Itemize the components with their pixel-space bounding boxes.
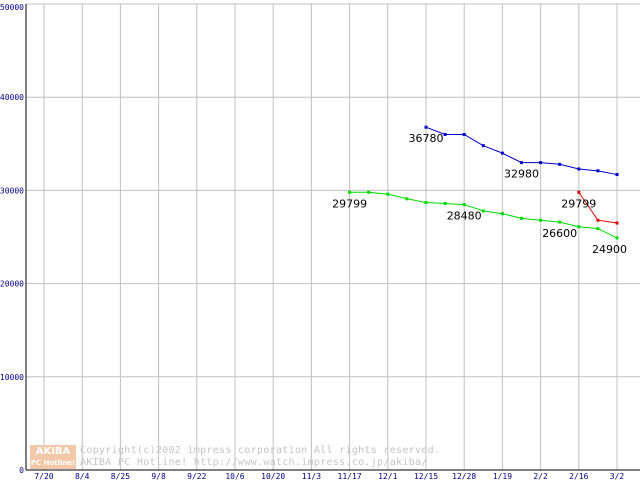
y-tick-label: 10000	[0, 373, 24, 382]
data-point	[500, 212, 504, 216]
x-tick-label: 3/2	[610, 472, 625, 480]
data-point	[386, 192, 390, 196]
data-point	[348, 190, 352, 194]
x-tick-label: 9/8	[151, 472, 166, 480]
x-tick-label: 7/20	[34, 472, 53, 480]
data-point	[577, 225, 581, 229]
data-point	[615, 236, 619, 240]
chart-grid	[25, 3, 640, 471]
watermark-logo-top: AKIBA	[30, 445, 76, 458]
x-tick-label: 10/20	[261, 472, 285, 480]
x-tick-label: 8/4	[75, 472, 90, 480]
copyright-watermark: AKIBA PC Hotline! Copyright(c)2002 impre…	[30, 445, 550, 471]
x-tick-label: 12/15	[414, 472, 438, 480]
x-tick-label: 9/22	[187, 472, 206, 480]
x-tick-label: 11/3	[302, 472, 321, 480]
data-point	[481, 209, 485, 213]
watermark-url-text: AKIBA PC Hotline! http://www.watch.impre…	[80, 457, 428, 468]
data-point	[615, 173, 619, 177]
data-point	[596, 218, 600, 222]
x-axis-ticks: 7/20 8/4 8/25 9/8 9/22 10/6 10/20 11/3 11/17 12/1…	[34, 472, 624, 480]
data-point	[367, 190, 371, 194]
y-tick-label: 50000	[0, 3, 24, 12]
data-point	[539, 161, 543, 165]
data-point	[424, 125, 428, 129]
data-point	[481, 144, 485, 148]
y-tick-label: 40000	[0, 93, 24, 102]
data-label: 26600	[542, 227, 577, 240]
data-point	[615, 221, 619, 225]
data-point	[520, 216, 523, 220]
data-label: 29799	[332, 197, 367, 210]
x-tick-label: 2/16	[569, 472, 588, 480]
x-tick-label: 12/1	[378, 472, 397, 480]
data-label: 29799	[561, 197, 596, 210]
data-point	[577, 167, 581, 171]
series-layer	[348, 125, 619, 240]
data-point	[577, 190, 581, 194]
y-tick-label: 0	[19, 466, 24, 475]
watermark-logo-bottom: PC Hotline!	[30, 458, 76, 469]
watermark-copyright-text: Copyright(c)2002 impress corporation All…	[80, 445, 441, 456]
data-point	[596, 169, 600, 173]
x-tick-label: 11/17	[338, 472, 362, 480]
data-point	[558, 220, 562, 224]
data-label: 24900	[592, 243, 627, 256]
x-tick-label: 2/2	[533, 472, 548, 480]
data-label: 32980	[504, 168, 539, 181]
y-tick-label: 20000	[0, 280, 24, 289]
data-label: 28480	[447, 210, 482, 223]
x-tick-label: 8/25	[111, 472, 130, 480]
data-point	[520, 161, 523, 165]
x-tick-label: 10/6	[225, 472, 244, 480]
data-point	[405, 197, 409, 201]
x-tick-label: 12/28	[452, 472, 476, 480]
x-tick-label: 1/19	[493, 472, 512, 480]
data-point	[500, 151, 504, 155]
y-tick-label: 30000	[0, 186, 24, 195]
data-point	[462, 203, 466, 207]
y-axis-ticks: 0 10000 20000 30000 40000 50000	[0, 3, 24, 475]
data-point	[443, 132, 447, 136]
data-point	[424, 201, 428, 205]
data-point	[462, 132, 466, 136]
data-label: 36780	[409, 132, 444, 145]
data-labels: 36780 32980 29799 28480 26600 29799 24900	[332, 132, 627, 256]
data-point	[558, 162, 562, 166]
data-point	[539, 218, 543, 222]
data-point	[443, 201, 447, 205]
data-point	[596, 227, 600, 231]
